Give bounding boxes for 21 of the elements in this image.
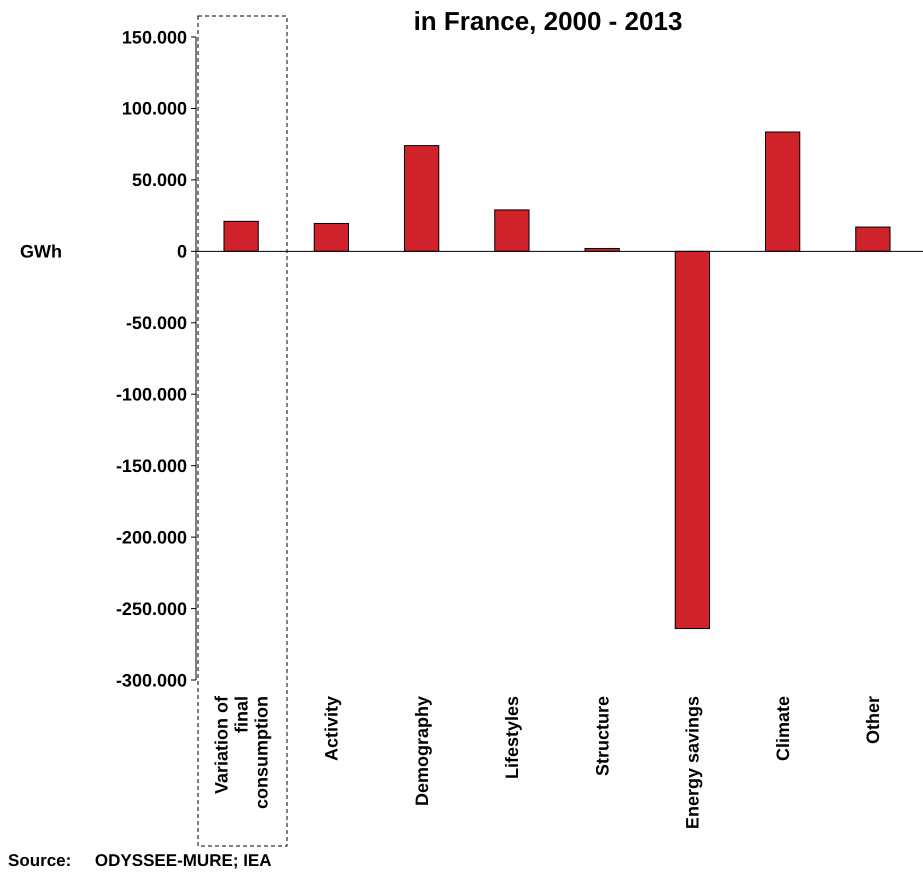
x-tick-label: Lifestyles (502, 696, 522, 780)
chart-title: in France, 2000 - 2013 (414, 6, 682, 36)
x-tick-label: Energy savings (682, 696, 703, 830)
y-tick-label: -50.000 (126, 313, 187, 334)
x-tick-label: Demography (412, 696, 432, 806)
y-tick-label: 150.000 (122, 27, 187, 48)
x-tick-label: Structure (592, 696, 612, 776)
x-tick-label: Climate (772, 696, 793, 762)
y-tick-label: 0 (176, 242, 187, 262)
x-tick-label: Variation of final consumption (211, 694, 272, 809)
x-tick-label: Activity (322, 696, 342, 762)
y-tick-label: -100.000 (116, 384, 187, 405)
y-tick-label: -300.000 (116, 670, 187, 690)
y-tick-label: 50.000 (132, 170, 187, 190)
y-axis-title: GWh (20, 242, 62, 262)
y-tick-label: -250.000 (116, 598, 187, 619)
y-tick-label: 100.000 (122, 98, 187, 119)
source-note: Source: ODYSSEE-MURE; IEA (8, 851, 272, 870)
x-tick-label: Other (863, 696, 884, 744)
y-tick-label: -200.000 (116, 527, 187, 548)
y-tick-label: -150.000 (116, 456, 187, 476)
